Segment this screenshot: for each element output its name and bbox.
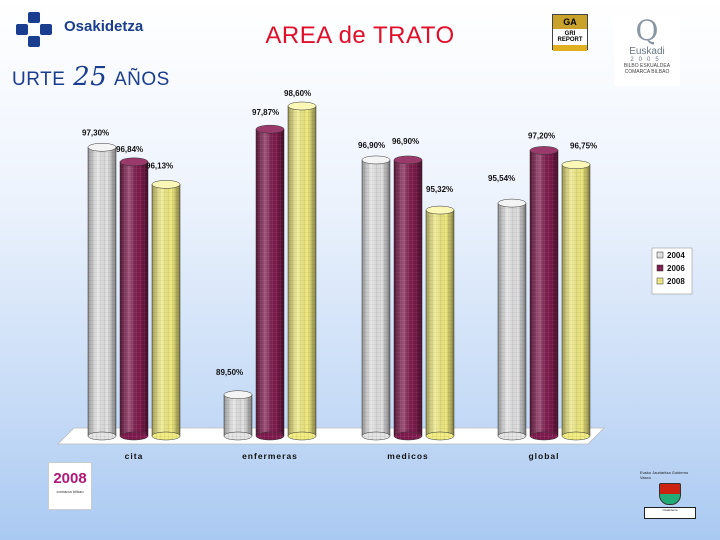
bar-enfermeras-2008 xyxy=(287,101,317,441)
value-label-medicos-2008: 95,32% xyxy=(426,185,453,194)
value-label-medicos-2006: 96,90% xyxy=(392,137,419,146)
osakidetza-logo: Osakidetza xyxy=(14,12,144,48)
comarca-2008-logo: 2008 comarca bilbao xyxy=(48,462,92,510)
bar-cita-2008 xyxy=(151,180,181,441)
gov-text: Eusko Jaurlaritza Gobierno Vasco xyxy=(640,470,689,480)
category-label-global: global xyxy=(528,451,559,461)
value-label-enfermeras-2006: 97,87% xyxy=(252,108,279,117)
osakidetza-cross-icon xyxy=(16,12,52,47)
value-label-global-2006: 97,20% xyxy=(528,131,555,140)
bar-cita-2006 xyxy=(119,157,149,441)
gri-report-logo: GA GRI REPORT xyxy=(552,14,588,51)
bar-global-2004 xyxy=(497,198,527,441)
legend-label-2006: 2006 xyxy=(667,264,685,273)
chart-value-labels: 97,30% 96,84%96,13% 89,50% 97,87% 98,60% 96,9… xyxy=(82,89,597,377)
category-label-cita: cita xyxy=(125,451,144,461)
value-label-enfermeras-2004: 89,50% xyxy=(216,368,243,377)
chart-bars xyxy=(87,101,591,441)
euskadi-word: Euskadi xyxy=(629,46,665,57)
category-label-enfermeras: enfermeras xyxy=(242,451,298,461)
value-label-cita-2004: 97,30% xyxy=(82,128,109,137)
value-label-global-2008: 96,75% xyxy=(570,142,597,151)
logo-2008-number: 2008 xyxy=(53,470,87,487)
anniversary-left: URTE xyxy=(12,69,66,90)
euskadi-sub1: BILBO ESKUALDEA xyxy=(623,63,671,69)
value-label-enfermeras-2008: 98,60% xyxy=(284,89,311,98)
legend-swatch-2006 xyxy=(656,264,664,272)
anniversary-number: 25 xyxy=(73,62,108,92)
gri-logo-top: GA xyxy=(553,15,587,29)
bar-medicos-2006 xyxy=(393,155,423,441)
bar-medicos-2008 xyxy=(425,205,455,441)
brand-name: Osakidetza xyxy=(64,18,144,35)
bar-global-2008 xyxy=(561,160,591,441)
euskadi-sub2: COMARCA BILBAO xyxy=(624,69,670,75)
coat-of-arms-icon xyxy=(659,483,681,505)
legend-label-2004: 2004 xyxy=(667,251,685,260)
value-label-cita-2008: 96,13% xyxy=(146,161,173,170)
gri-logo-mid: GRI REPORT xyxy=(557,31,583,43)
euskadi-award-logo: Q Euskadi 2005 BILBO ESKUALDEA COMARCA B… xyxy=(614,16,680,86)
legend-swatch-2008 xyxy=(656,277,664,285)
value-label-cita-2006: 96,84% xyxy=(116,145,143,154)
euskadi-year: 2005 xyxy=(630,57,664,63)
chart-category-labels: cita enfermeras medicos global xyxy=(125,451,559,461)
bar-global-2006 xyxy=(529,146,559,441)
legend-swatch-2004 xyxy=(656,251,664,259)
bar-enfermeras-2006 xyxy=(255,124,285,441)
bar-cita-2004 xyxy=(87,143,117,441)
anniversary-right: AÑOS xyxy=(114,69,170,90)
chart-legend: 2004 2006 2008 xyxy=(651,247,693,295)
value-label-global-2004: 95,54% xyxy=(488,174,515,183)
gri-logo-bar xyxy=(553,45,587,51)
anniversary-logo: URTE 25 AÑOS xyxy=(12,62,170,92)
bar-medicos-2004 xyxy=(361,155,391,441)
gov-box: Osakidetza xyxy=(644,507,696,519)
bar-enfermeras-2004 xyxy=(223,390,253,441)
page-title: AREA de TRATO xyxy=(265,22,455,49)
logo-2008-text: comarca bilbao xyxy=(56,489,84,494)
value-label-medicos-2004: 96,90% xyxy=(358,141,385,150)
euskadi-q-icon: Q xyxy=(635,14,659,47)
gobierno-vasco-logo: Eusko Jaurlaritza Gobierno Vasco Osakide… xyxy=(640,470,700,526)
category-label-medicos: medicos xyxy=(387,451,429,461)
legend-label-2008: 2008 xyxy=(667,277,685,286)
